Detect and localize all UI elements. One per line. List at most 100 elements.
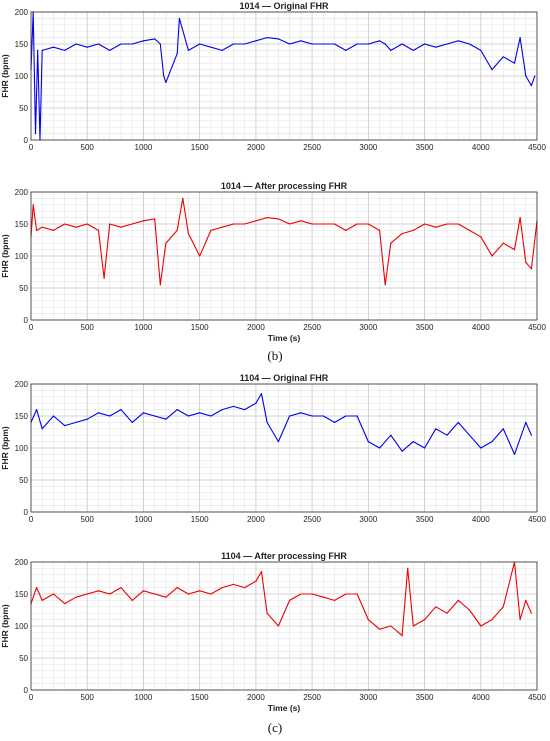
y-tick-label: 200 — [15, 188, 29, 197]
data-point — [109, 49, 111, 52]
data-point — [356, 43, 358, 45]
data-point — [244, 587, 246, 589]
data-point — [221, 409, 223, 411]
data-point — [52, 229, 55, 231]
data-point — [356, 415, 358, 417]
data-point — [468, 229, 471, 231]
y-tick-label: 100 — [15, 444, 29, 453]
chart-title: 1104 — After processing FHR — [221, 551, 347, 561]
y-tick-label: 0 — [24, 316, 29, 325]
y-tick-label: 0 — [24, 136, 29, 145]
x-tick-label: 4000 — [472, 693, 490, 702]
x-tick-label: 3000 — [359, 143, 377, 150]
chart-panel-1014-processed: 1014 — After processing FHR 0 500 1000 1500 2… — [0, 180, 550, 343]
data-point — [367, 43, 369, 45]
data-point — [52, 415, 55, 417]
data-point — [120, 409, 122, 411]
data-point — [131, 223, 133, 225]
data-point — [131, 421, 133, 423]
data-point — [187, 233, 189, 235]
grid-lines — [30, 383, 538, 513]
y-tick-label: 150 — [15, 220, 29, 229]
data-point — [435, 606, 437, 608]
data-point — [255, 580, 257, 582]
data-point — [446, 612, 448, 614]
figure-caption-c: (c) — [267, 720, 283, 735]
data-point — [36, 587, 38, 589]
data-point — [435, 428, 437, 430]
data-point — [159, 43, 161, 45]
data-point — [300, 593, 302, 595]
data-point — [154, 38, 156, 40]
data-point — [97, 229, 100, 231]
x-tick-label: 4000 — [472, 323, 490, 332]
data-point — [334, 223, 336, 225]
plot-frame — [30, 11, 538, 141]
series-line — [30, 197, 538, 286]
data-point — [502, 428, 504, 430]
data-point — [75, 421, 77, 423]
data-point — [52, 46, 55, 48]
data-point — [277, 218, 279, 220]
data-point — [75, 596, 77, 598]
x-tick-label: 500 — [81, 693, 95, 702]
x-tick-label: 4500 — [528, 693, 546, 702]
data-point — [260, 571, 263, 573]
y-tick-label: 100 — [15, 72, 29, 81]
data-point — [120, 587, 122, 589]
data-point — [356, 593, 358, 595]
x-tick-label: 2500 — [303, 693, 321, 702]
data-point — [103, 277, 105, 279]
series-line — [30, 393, 532, 455]
data-point — [97, 43, 100, 45]
data-point — [311, 43, 313, 45]
data-point — [178, 17, 180, 19]
data-point — [468, 434, 471, 436]
data-point — [407, 567, 409, 569]
data-point — [300, 40, 302, 42]
x-tick-label: 1000 — [135, 515, 153, 522]
data-point — [64, 223, 66, 225]
data-point — [379, 229, 381, 231]
data-point — [109, 415, 111, 417]
data-point — [221, 226, 223, 228]
data-point — [277, 625, 279, 627]
data-point — [491, 441, 493, 443]
data-point — [289, 43, 291, 45]
data-point — [379, 447, 381, 449]
x-tick-label: 1500 — [191, 693, 209, 702]
data-point — [176, 409, 178, 411]
data-point — [142, 412, 144, 414]
x-tick-label: 3500 — [416, 323, 434, 332]
x-tick-label: 500 — [81, 143, 95, 150]
data-point — [530, 434, 533, 436]
data-point — [480, 236, 482, 238]
data-point — [244, 43, 246, 45]
data-point — [199, 590, 201, 592]
y-tick-label: 50 — [19, 654, 28, 663]
data-point — [289, 599, 291, 601]
data-point — [244, 409, 246, 411]
data-point — [142, 590, 144, 592]
data-point — [480, 625, 482, 627]
x-tick-label: 3000 — [359, 693, 377, 702]
data-point — [159, 284, 161, 286]
data-point — [232, 43, 234, 45]
data-point — [37, 49, 39, 52]
figure-caption-b: (b) — [267, 348, 283, 363]
data-point — [446, 223, 448, 225]
x-tick-label: 1000 — [135, 323, 153, 332]
data-point — [255, 402, 257, 404]
y-tick-label: 0 — [24, 686, 29, 695]
data-point — [412, 229, 414, 231]
data-point — [154, 218, 156, 220]
data-point — [322, 415, 324, 417]
data-point — [513, 62, 516, 64]
data-point — [480, 49, 482, 52]
data-point — [491, 255, 493, 257]
x-tick-label: 3000 — [359, 323, 377, 332]
x-tick-label: 2500 — [303, 515, 321, 522]
data-point — [356, 223, 358, 225]
